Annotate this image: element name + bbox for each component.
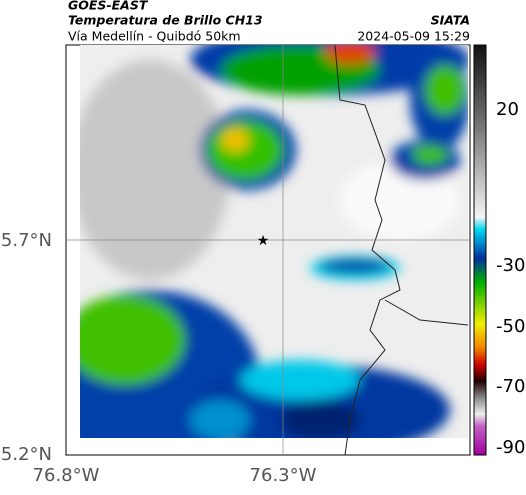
satellite: GOES-EAST: [68, 0, 149, 13]
colorbar-tick-label: -90: [496, 437, 525, 458]
colorbar-tick-label: -50: [496, 316, 525, 337]
colorbar-tick-label: -30: [496, 255, 525, 276]
datetime: 2024-05-09 15:29: [357, 29, 470, 44]
colorbar: [473, 44, 487, 456]
lat-tick-label: 5.2°N: [1, 444, 52, 465]
subtitle: Vía Medellín - Quibdó 50km: [68, 29, 241, 44]
imagery: [80, 45, 468, 438]
colorbar-tick-label: -70: [496, 376, 525, 397]
lon-tick-label: 76.8°W: [33, 465, 100, 486]
source: SIATA: [431, 13, 470, 28]
title: Temperatura de Brillo CH13: [68, 13, 263, 28]
border: [334, 44, 401, 456]
lon-tick-label: 76.3°W: [250, 465, 317, 486]
colorbar-tick-label: 20: [496, 99, 519, 120]
location-marker: ★: [257, 233, 270, 249]
lat-tick-label: 5.7°N: [1, 230, 52, 251]
border: [384, 299, 469, 326]
